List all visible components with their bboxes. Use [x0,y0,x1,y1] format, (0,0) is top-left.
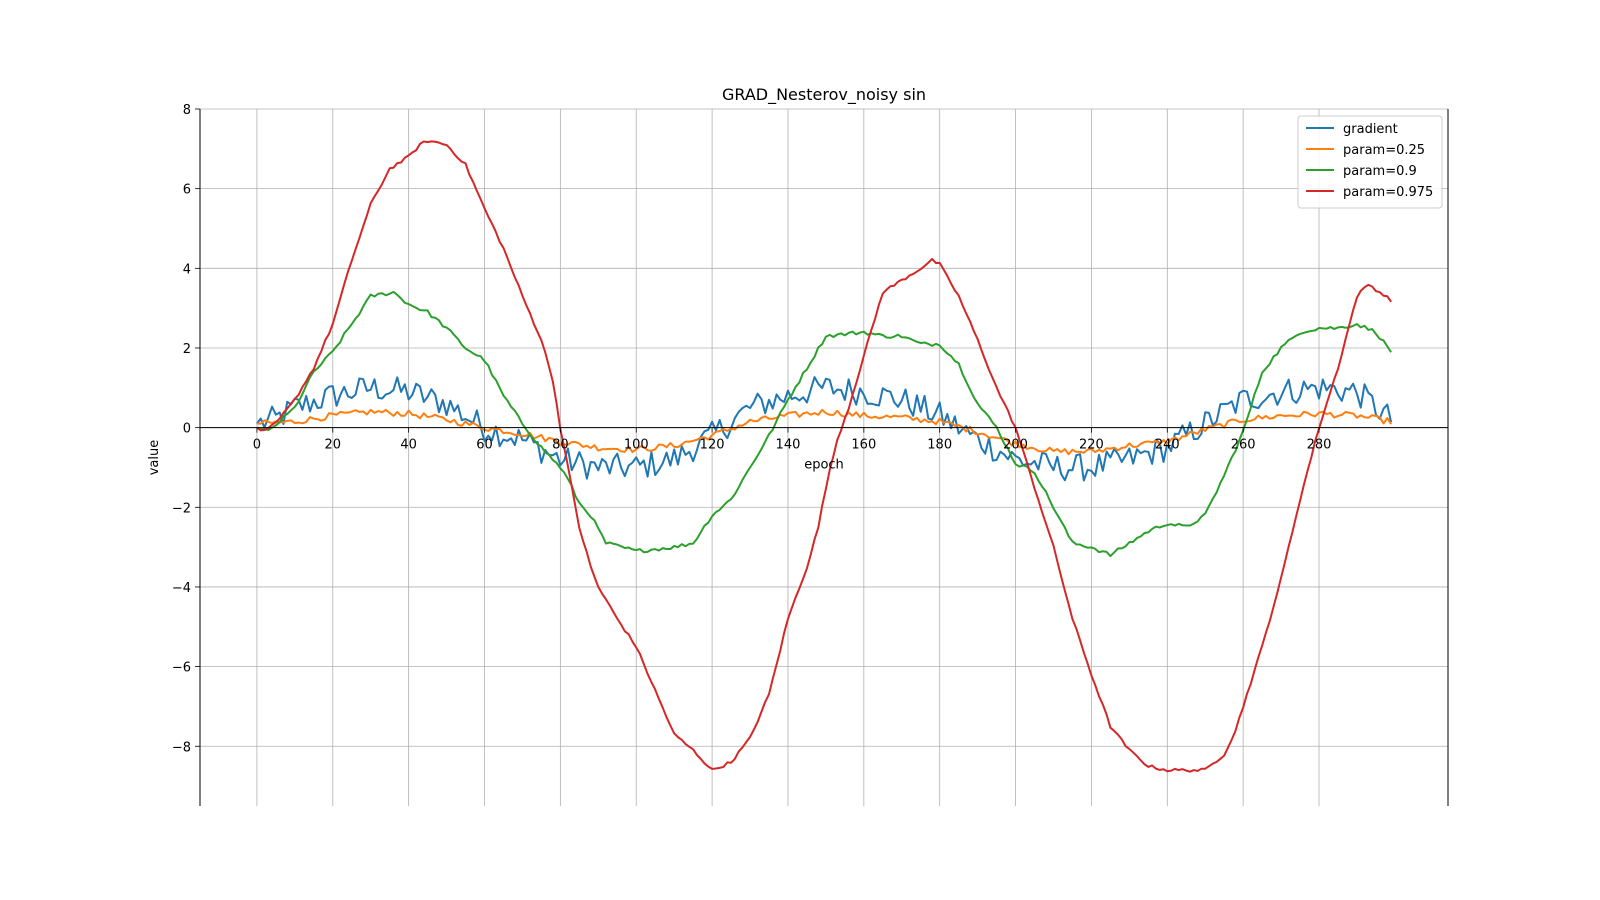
y-tick-label: 2 [183,342,191,357]
legend-label: param=0.975 [1343,185,1433,200]
y-axis-label: value [147,440,162,476]
x-tick-label: 40 [400,438,417,453]
x-tick-label: 160 [851,438,876,453]
y-tick-label: −4 [172,581,191,596]
x-tick-label: 100 [624,438,649,453]
x-tick-label: 200 [1003,438,1028,453]
axes [195,108,1449,806]
y-tick-label: 4 [183,262,191,277]
x-tick-label: 280 [1307,438,1332,453]
x-tick-label: 80 [552,438,569,453]
series-line-0 [256,376,1393,482]
series-lines [256,140,1393,773]
x-axis-label: epoch [804,458,844,473]
y-tick-label: −8 [172,740,191,755]
legend: gradient param=0.25 param=0.9 param=0.975 [1297,115,1443,209]
x-tick-label: 260 [1231,438,1256,453]
x-tick-label: 60 [476,438,493,453]
legend-label: param=0.25 [1343,143,1425,158]
series-line-1 [256,408,1392,456]
y-tick-label: −6 [172,661,191,676]
x-tick-label: 20 [324,438,341,453]
tick-labels: 0 20 40 60 80 100 120 140 160 180 200 220 240 260 280−… [172,103,1332,755]
x-tick-label: 240 [1155,438,1180,453]
y-tick-label: −2 [172,501,191,516]
x-tick-label: 0 [253,438,261,453]
x-tick-label: 180 [927,438,952,453]
y-tick-label: 0 [183,422,191,437]
x-tick-label: 220 [1079,438,1104,453]
y-tick-label: 6 [183,183,191,198]
x-tick-label: 120 [700,438,725,453]
legend-label: gradient [1343,122,1398,137]
x-tick-label: 140 [776,438,801,453]
chart-title: GRAD_Nesterov_noisy sin [722,85,926,105]
legend-label: param=0.9 [1343,164,1417,179]
y-tick-label: 8 [183,103,191,118]
series-line-3 [256,140,1392,773]
series-line-2 [256,290,1392,558]
legend-box [1297,115,1443,209]
